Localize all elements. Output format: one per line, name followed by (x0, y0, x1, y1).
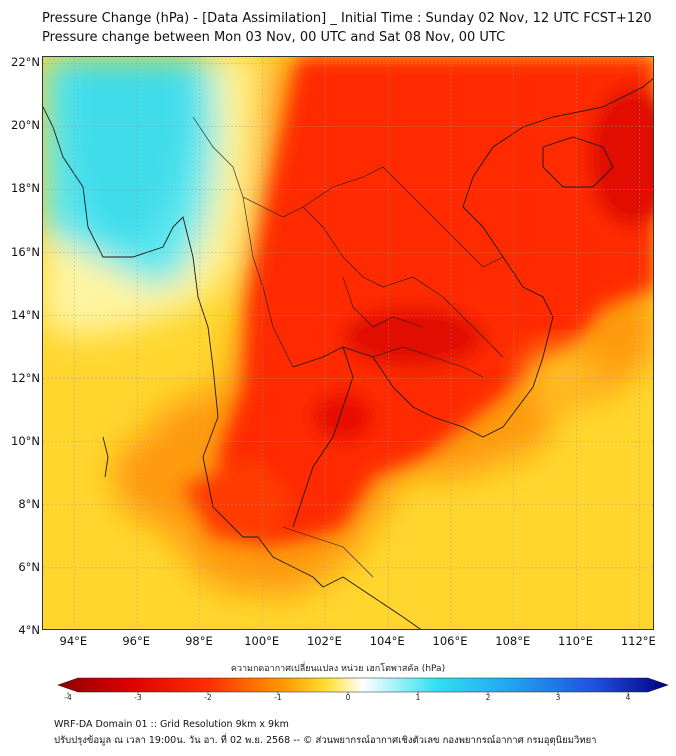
lon-tick-label: 112°E (620, 634, 656, 648)
lon-tick-label: 104°E (369, 634, 405, 648)
colorbar-tick-label: -1 (274, 693, 282, 702)
lon-tick-label: 98°E (185, 634, 213, 648)
colorbar-tick-label: 2 (485, 693, 491, 702)
lat-tick-label: 18°N (11, 181, 40, 196)
graticule (43, 57, 653, 629)
field-dark-core-gulf (313, 392, 373, 442)
field-red-layer (183, 57, 653, 547)
map-canvas (43, 57, 653, 629)
border-thailand-cambodia (372, 346, 484, 378)
footer-model-info: WRF-DA Domain 01 :: Grid Resolution 9km … (54, 719, 289, 730)
province-lines (342, 276, 424, 328)
border-laos-vietnam (382, 166, 504, 268)
coast-malay (322, 576, 421, 629)
lat-tick-label: 16°N (11, 244, 40, 259)
lon-tick-label: 110°E (558, 634, 594, 648)
lat-tick-label: 10°N (11, 433, 40, 448)
colorbar-tick-label: 4 (625, 693, 631, 702)
coast-andaman (43, 106, 324, 588)
coast-islands (102, 436, 109, 478)
colorbar-strip (57, 677, 669, 693)
border-thailand-malaysia (282, 526, 374, 578)
colorbar-tick-label: -4 (64, 693, 72, 702)
field-dark-core-central (343, 307, 483, 367)
colorbar-tick-label: -3 (134, 693, 142, 702)
lon-tick-label: 102°E (306, 634, 342, 648)
field-orange-pocket (523, 347, 603, 407)
colorbar-tick-label: 1 (415, 693, 421, 702)
coast-indochina (342, 78, 653, 438)
colorbar-tick-label: -2 (204, 693, 212, 702)
footer-update-info: ปรับปรุงข้อมูล ณ เวลา 19:00น. วัน อา. ที… (54, 735, 597, 746)
coast-hainan (542, 136, 614, 188)
colorbar-tick-label: 0 (345, 693, 351, 702)
chart-subtitle: Pressure change between Mon 03 Nov, 00 U… (42, 30, 506, 45)
lat-tick-label: 12°N (11, 370, 40, 385)
country-borders (192, 116, 504, 578)
lat-tick-label: 6°N (18, 559, 40, 574)
border-north (192, 116, 384, 218)
lat-tick-label: 14°N (11, 307, 40, 322)
coastlines (43, 78, 653, 629)
lat-tick-label: 4°N (18, 623, 40, 637)
lon-tick-label: 96°E (122, 634, 150, 648)
border-myanmar-thailand (242, 196, 294, 368)
chart-title: Pressure Change (hPa) - [Data Assimilati… (42, 11, 652, 26)
lon-tick-label: 100°E (244, 634, 280, 648)
border-thailand-laos (302, 206, 504, 358)
colorbar-tick-label: 3 (555, 693, 561, 702)
coast-gulf-west (292, 346, 354, 528)
lon-tick-label: 106°E (432, 634, 468, 648)
colorbar-label: ความกดอากาศเปลี่ยนแปลง หน่วย เฮกโตพาสคัล… (230, 664, 446, 674)
field-red-south (183, 457, 293, 547)
field-cyan-core (63, 57, 193, 247)
lon-tick-label: 108°E (495, 634, 531, 648)
lat-tick-label: 20°N (11, 118, 40, 133)
field-dark-core-east (588, 87, 653, 227)
lat-tick-label: 22°N (11, 55, 40, 70)
pressure-change-map[interactable] (42, 56, 654, 630)
lon-tick-label: 94°E (59, 634, 88, 648)
lat-tick-label: 8°N (18, 496, 40, 511)
colorbar (57, 677, 669, 695)
